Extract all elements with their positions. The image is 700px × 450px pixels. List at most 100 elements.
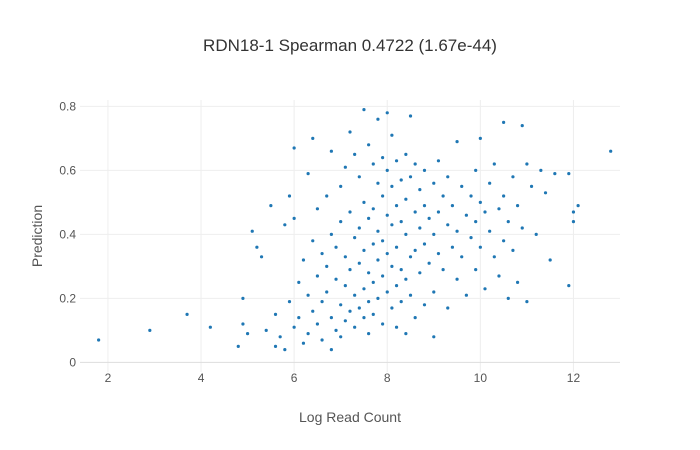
data-point	[301, 258, 306, 262]
data-point	[148, 328, 152, 332]
data-point	[469, 194, 473, 198]
data-point	[339, 335, 343, 339]
data-point	[497, 207, 501, 211]
data-point	[427, 261, 431, 265]
grid-lines	[80, 100, 620, 372]
data-point	[385, 168, 389, 172]
data-point	[320, 252, 324, 256]
data-point	[306, 172, 310, 176]
data-point	[539, 168, 543, 172]
data-point	[385, 213, 389, 217]
data-point	[343, 319, 347, 323]
data-point	[376, 181, 380, 185]
data-point	[422, 242, 427, 246]
data-point	[525, 162, 529, 166]
data-point	[371, 312, 375, 316]
data-point	[502, 239, 506, 243]
data-point	[520, 124, 524, 128]
data-point	[390, 223, 394, 227]
data-point	[367, 143, 371, 147]
data-point	[311, 309, 315, 313]
data-point	[455, 229, 459, 233]
data-point	[297, 316, 301, 320]
data-point	[362, 108, 366, 112]
data-point	[362, 316, 366, 320]
data-point	[353, 236, 357, 240]
data-point	[362, 200, 366, 204]
data-point	[385, 111, 389, 115]
data-point	[357, 226, 361, 230]
data-point	[492, 162, 496, 166]
data-point	[241, 296, 245, 300]
data-point	[571, 220, 576, 224]
data-point	[394, 204, 399, 208]
data-point	[245, 332, 250, 336]
data-point	[367, 271, 371, 275]
data-point	[380, 194, 385, 198]
data-point	[478, 136, 482, 140]
x-axis-ticks: 2 4 6 8 10 12	[105, 371, 581, 385]
data-point	[427, 216, 431, 220]
data-point	[385, 290, 389, 294]
data-point	[460, 184, 464, 188]
data-point	[362, 287, 366, 291]
data-point	[353, 325, 357, 329]
data-point	[311, 239, 315, 243]
data-point	[367, 332, 371, 336]
data-point	[306, 293, 310, 297]
data-point	[404, 277, 408, 281]
data-point	[418, 226, 422, 230]
data-point	[404, 332, 408, 336]
data-point	[436, 210, 441, 214]
data-point	[343, 165, 347, 169]
data-point	[273, 312, 278, 316]
data-point	[348, 309, 352, 313]
data-point	[436, 252, 441, 256]
data-point	[371, 162, 375, 166]
data-point	[413, 248, 417, 252]
data-point	[301, 341, 306, 345]
data-point	[492, 255, 496, 259]
data-point	[208, 325, 212, 329]
data-point	[432, 232, 436, 236]
data-point	[357, 306, 361, 310]
data-point	[478, 200, 482, 204]
data-point	[236, 344, 240, 348]
data-point	[567, 172, 571, 176]
data-point	[399, 268, 403, 272]
y-tick-label: 0.8	[59, 99, 76, 113]
data-point	[399, 220, 403, 224]
data-point	[292, 325, 296, 329]
data-point	[394, 284, 399, 288]
data-point	[432, 290, 436, 294]
x-tick-label: 12	[567, 371, 581, 385]
data-point	[506, 296, 510, 300]
data-point	[413, 210, 417, 214]
data-point	[534, 232, 538, 236]
data-point	[380, 239, 385, 243]
data-point	[408, 175, 413, 179]
data-point	[446, 306, 450, 310]
data-point	[408, 114, 413, 118]
data-point	[367, 300, 371, 304]
data-point	[371, 207, 375, 211]
data-point	[292, 146, 296, 150]
data-point	[502, 194, 506, 198]
data-point	[441, 194, 445, 198]
data-point	[464, 293, 468, 297]
data-point	[469, 236, 473, 240]
data-point	[376, 117, 380, 121]
data-point	[529, 184, 534, 188]
data-point	[511, 175, 515, 179]
data-point	[399, 300, 403, 304]
data-point	[399, 178, 403, 182]
data-point	[362, 248, 366, 252]
data-point	[339, 303, 343, 307]
data-points	[97, 108, 613, 352]
data-point	[394, 159, 399, 163]
data-point	[339, 220, 343, 224]
data-point	[329, 232, 333, 236]
data-point	[334, 277, 338, 281]
data-point	[418, 188, 422, 192]
x-tick-label: 8	[384, 371, 391, 385]
